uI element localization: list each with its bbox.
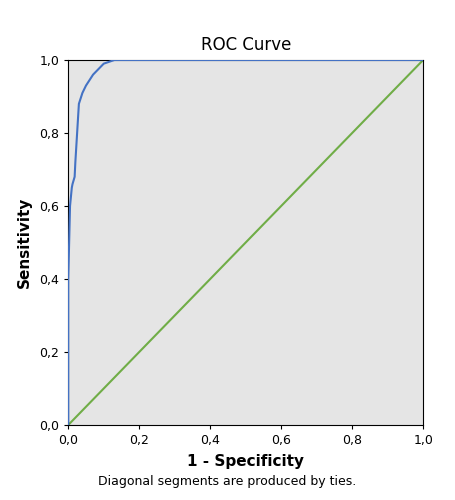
Text: Diagonal segments are produced by ties.: Diagonal segments are produced by ties. [98, 474, 357, 488]
Y-axis label: Sensitivity: Sensitivity [17, 197, 32, 288]
Title: ROC Curve: ROC Curve [201, 36, 291, 54]
X-axis label: 1 - Specificity: 1 - Specificity [187, 454, 304, 469]
